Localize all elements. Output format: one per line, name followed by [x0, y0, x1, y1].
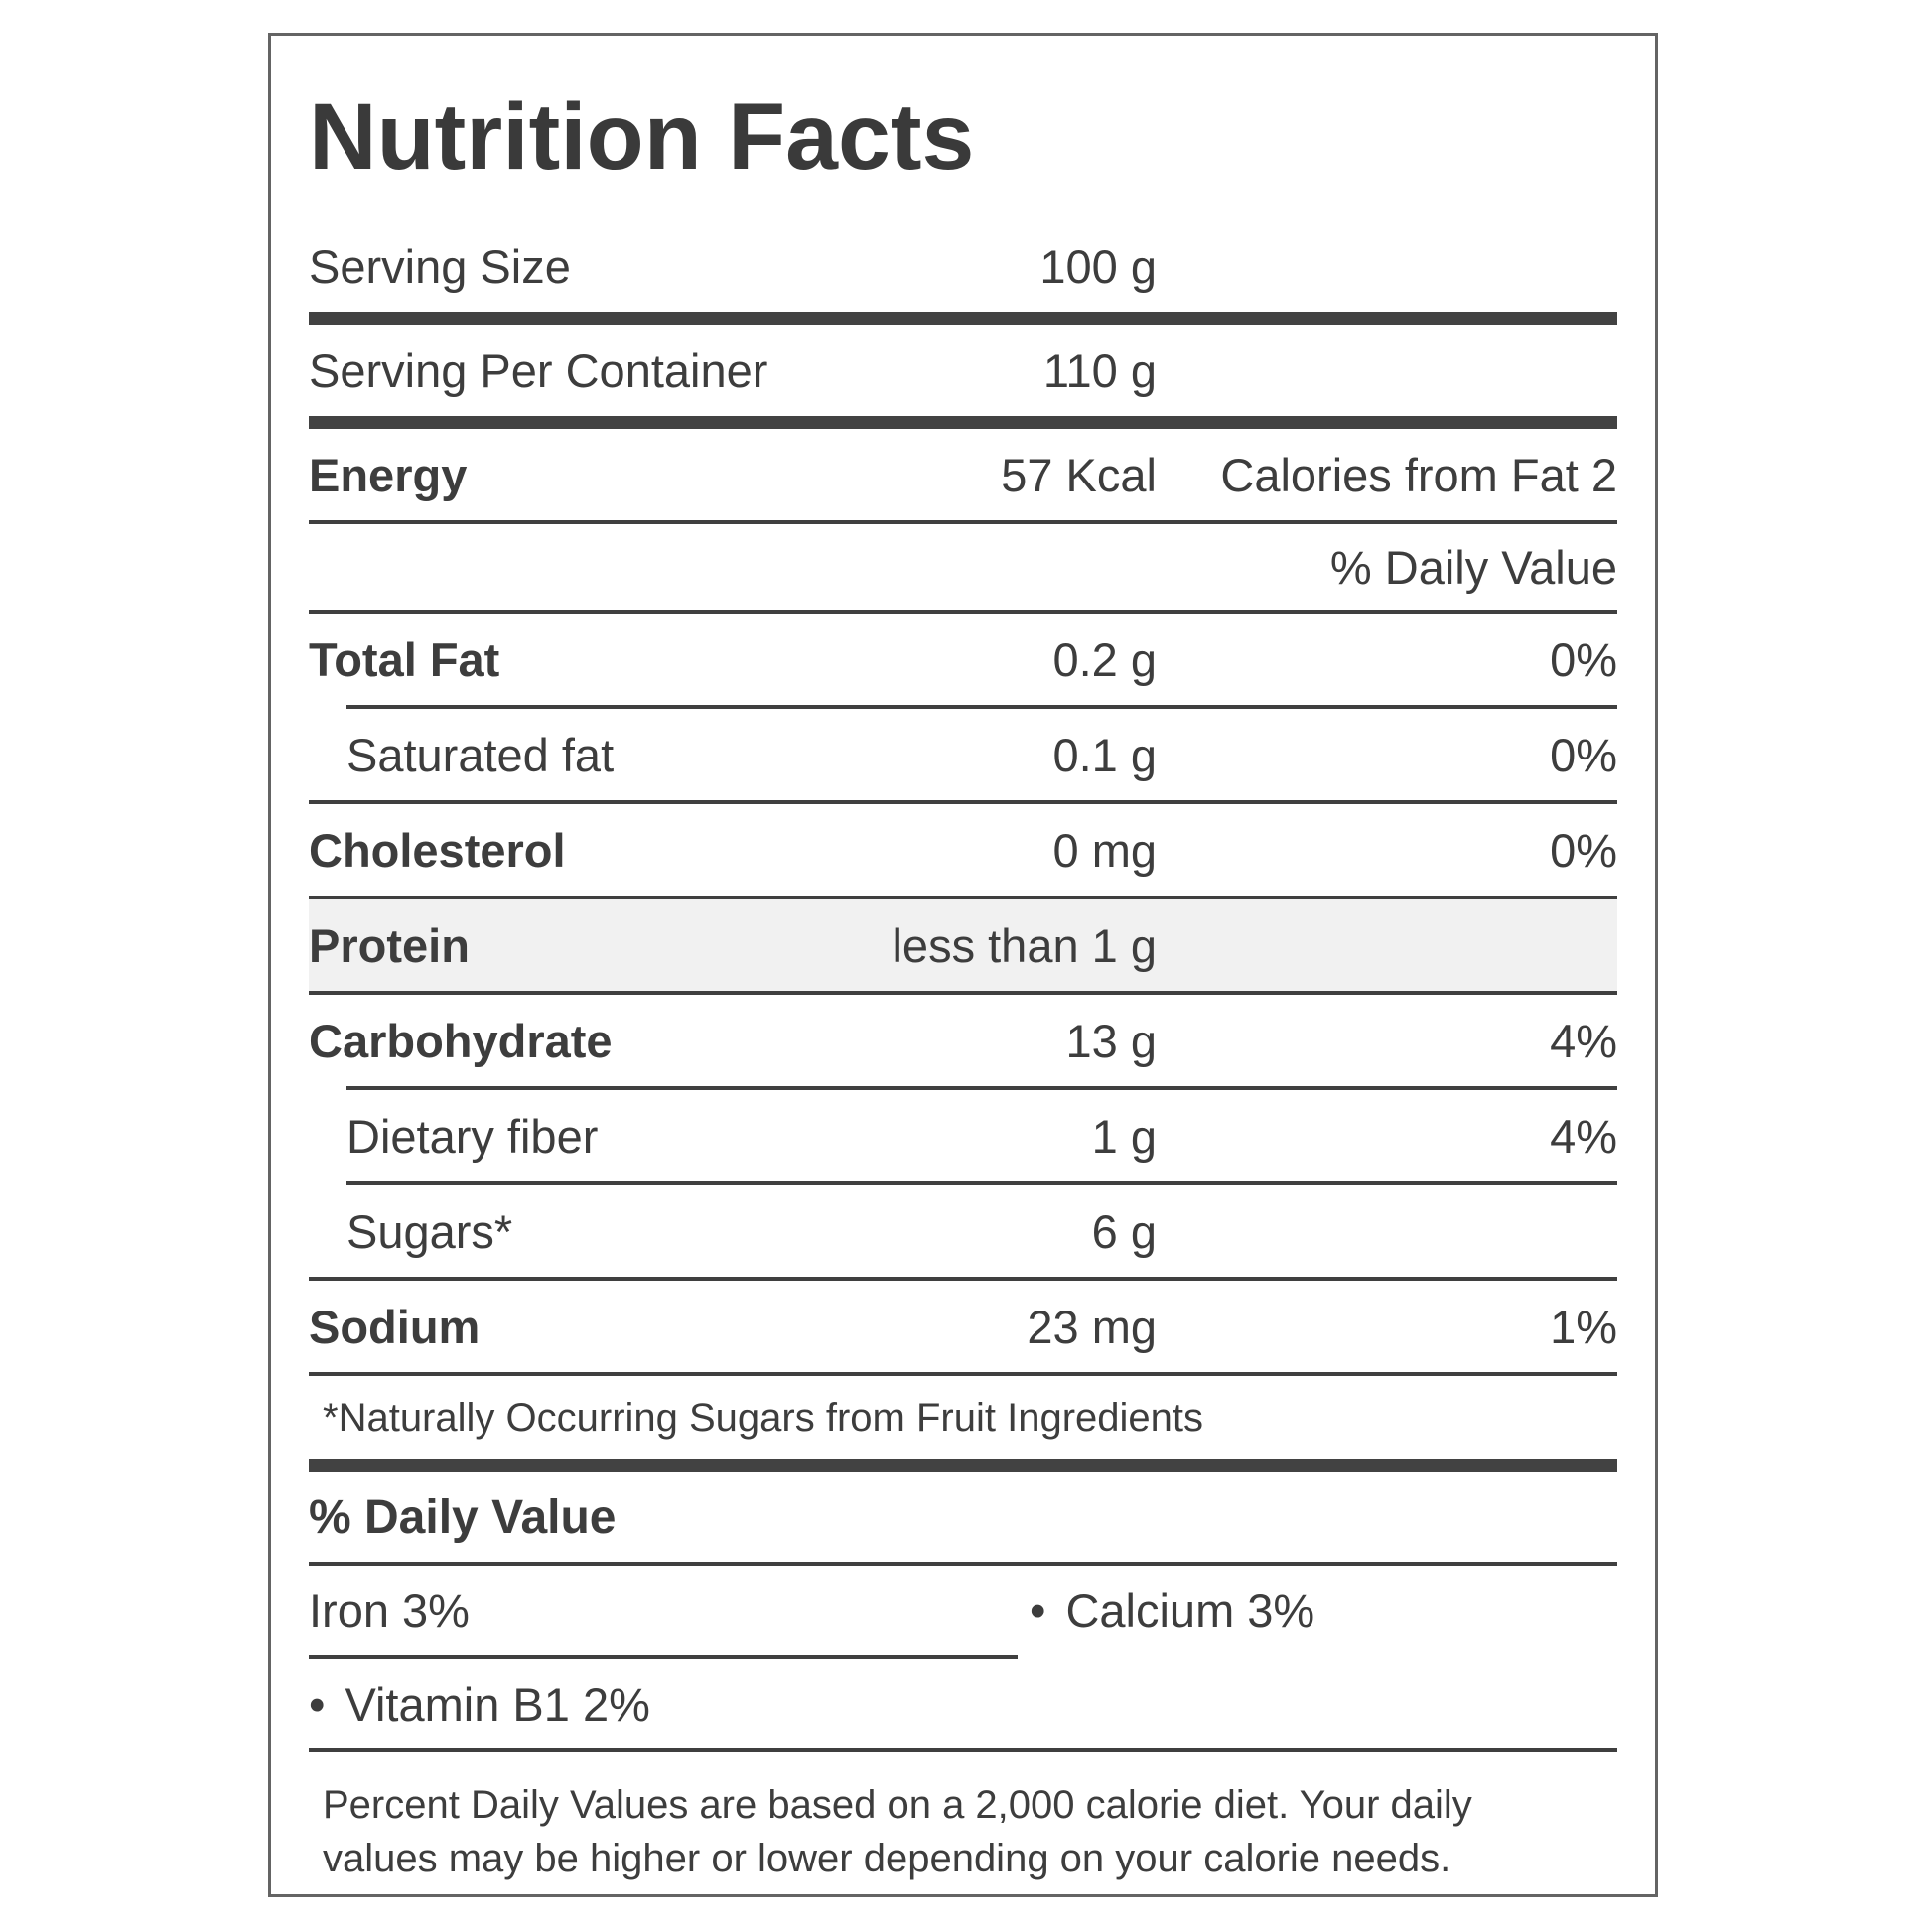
divider [309, 896, 1617, 899]
divider [346, 705, 1617, 709]
nutrient-label: Dietary fiber [346, 1109, 599, 1163]
nutrient-row-protein: Protein less than 1 g [309, 899, 1617, 991]
divider [309, 520, 1617, 524]
nutrient-row-saturated-fat: Saturated fat 0.1 g 0% [309, 709, 1617, 800]
nutrient-row-cholesterol: Cholesterol 0 mg 0% [309, 804, 1617, 896]
energy-amount: 57 Kcal [1001, 448, 1157, 501]
divider [309, 610, 1617, 614]
nutrient-row-dietary-fiber: Dietary fiber 1 g 4% [309, 1090, 1617, 1181]
daily-value-heading: % Daily Value [309, 1490, 617, 1544]
bullet-icon: • [1030, 1584, 1046, 1637]
nutrient-label: Total Fat [309, 632, 500, 686]
divider [309, 1748, 1617, 1752]
divider [309, 1562, 1617, 1566]
page-title: Nutrition Facts [309, 84, 975, 190]
nutrition-facts-label: Nutrition Facts Serving Size 100 g Servi… [268, 33, 1658, 1897]
nutrient-daily-value: 4% [1550, 1014, 1617, 1067]
serving-size-row: Serving Size 100 g [309, 220, 1617, 312]
sugars-footnote: *Naturally Occurring Sugars from Fruit I… [323, 1395, 1203, 1440]
thick-divider [309, 416, 1617, 429]
nutrient-label: Cholesterol [309, 823, 566, 877]
daily-value-heading-row: % Daily Value [309, 1472, 1617, 1562]
nutrient-label: Sugars* [346, 1204, 513, 1258]
serving-per-container-label: Serving Per Container [309, 344, 768, 397]
nutrient-row-total-fat: Total Fat 0.2 g 0% [309, 614, 1617, 705]
nutrient-row-sodium: Sodium 23 mg 1% [309, 1281, 1617, 1372]
bullet-icon: • [309, 1677, 326, 1730]
nutrient-daily-value: 0% [1550, 728, 1617, 781]
vitamin-b1-row: • Vitamin B1 2% [309, 1659, 1617, 1748]
nutrient-label: Protein [309, 918, 470, 972]
vitamin-b1-value: Vitamin B1 2% [345, 1677, 650, 1730]
nutrient-amount: less than 1 g [892, 918, 1157, 972]
energy-row: Energy 57 Kcal Calories from Fat 2 [309, 429, 1617, 520]
nutrient-amount: 23 mg [1027, 1300, 1157, 1353]
nutrient-label: Carbohydrate [309, 1014, 613, 1067]
disclaimer-text: Percent Daily Values are based on a 2,00… [323, 1783, 1472, 1880]
nutrient-amount: 0.2 g [1052, 632, 1157, 686]
divider [309, 1372, 1617, 1376]
serving-size-label: Serving Size [309, 239, 571, 293]
divider [309, 800, 1617, 804]
nutrient-amount: 0.1 g [1052, 728, 1157, 781]
iron-value: Iron 3% [309, 1584, 470, 1637]
nutrients-table: Total Fat 0.2 g 0% Saturated fat 0.1 g 0… [309, 614, 1617, 1376]
divider [346, 1086, 1617, 1090]
nutrient-amount: 13 g [1065, 1014, 1157, 1067]
energy-label: Energy [309, 448, 468, 501]
nutrient-amount: 1 g [1091, 1109, 1157, 1163]
calcium-value: Calcium 3% [1065, 1584, 1315, 1637]
serving-per-container-row: Serving Per Container 110 g [309, 325, 1617, 416]
nutrient-row-sugars: Sugars* 6 g [309, 1185, 1617, 1277]
nutrient-label: Saturated fat [346, 728, 615, 781]
serving-size-amount: 100 g [1039, 239, 1157, 293]
divider [309, 1277, 1617, 1281]
nutrient-amount: 6 g [1091, 1204, 1157, 1258]
half-width-divider [309, 1655, 1018, 1659]
iron-calcium-row: Iron 3% • Calcium 3% [309, 1566, 1617, 1655]
daily-value-note-row: % Daily Value [309, 524, 1617, 610]
thick-divider [309, 312, 1617, 325]
footnote-row: *Naturally Occurring Sugars from Fruit I… [309, 1376, 1617, 1459]
nutrient-row-carbohydrate: Carbohydrate 13 g 4% [309, 995, 1617, 1086]
divider [346, 1181, 1617, 1185]
nutrient-amount: 0 mg [1052, 823, 1158, 877]
nutrient-label: Sodium [309, 1300, 481, 1353]
daily-value-note: % Daily Value [1329, 540, 1617, 594]
calcium-item: • Calcium 3% [1030, 1584, 1314, 1638]
nutrient-daily-value: 1% [1550, 1300, 1617, 1353]
calories-from-fat: Calories from Fat 2 [1220, 448, 1617, 501]
nutrient-daily-value: 0% [1550, 823, 1617, 877]
thick-divider [309, 1459, 1617, 1472]
nutrient-daily-value: 0% [1550, 632, 1617, 686]
divider [309, 991, 1617, 995]
serving-per-container-amount: 110 g [1042, 344, 1157, 397]
nutrient-daily-value: 4% [1550, 1109, 1617, 1163]
